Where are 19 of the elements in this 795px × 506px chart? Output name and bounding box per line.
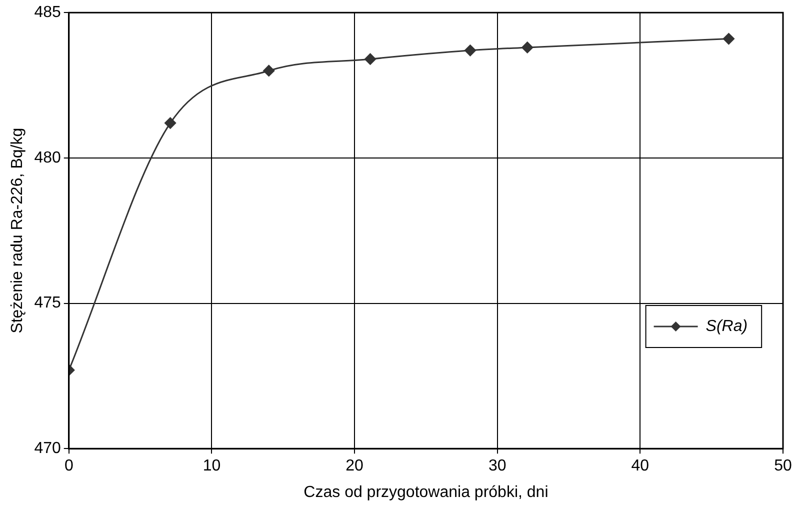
point	[722, 33, 734, 45]
y-tick-label: 480	[34, 149, 61, 166]
point	[263, 64, 275, 76]
legend-label: S(Ra)	[706, 318, 748, 335]
point	[164, 117, 176, 129]
y-axis-title: Stężenie radu Ra-226, Bq/kg	[9, 128, 26, 334]
point	[522, 42, 534, 54]
x-tick-label: 30	[488, 458, 506, 475]
x-tick-label: 50	[774, 458, 792, 475]
x-tick-label: 40	[631, 458, 650, 475]
y-tick-label: 475	[34, 294, 61, 312]
y-tick-label: 485	[34, 4, 61, 22]
point	[364, 53, 376, 65]
x-axis-title: Czas od przygotowania próbki, dni	[304, 484, 548, 501]
x-tick-label: 20	[346, 458, 364, 475]
x-tick-label: 0	[64, 458, 74, 475]
y-tick-label: 470	[34, 440, 61, 458]
x-tick-label: 10	[202, 458, 221, 475]
point	[464, 44, 476, 56]
